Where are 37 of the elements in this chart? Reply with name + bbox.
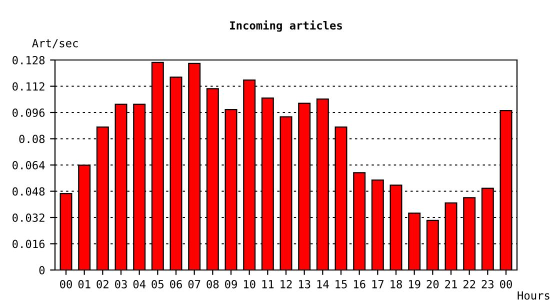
x-tick-label: 00	[500, 280, 512, 288]
x-axis-title: Hours	[518, 291, 550, 300]
y-tick-label: 0	[39, 266, 45, 274]
x-tick-label: 02	[96, 280, 108, 288]
x-tick-label: 01	[78, 280, 90, 288]
x-tick-label: 07	[188, 280, 200, 288]
x-tick-label: 08	[206, 280, 219, 288]
y-tick-label: 0.112	[12, 82, 44, 91]
x-tick-label: 04	[133, 280, 146, 288]
chart-title: Incoming articles	[230, 20, 342, 32]
x-tick-label: 06	[170, 280, 182, 288]
x-tick-label: 14	[317, 280, 329, 288]
x-tick-label: 13	[298, 280, 310, 288]
x-tick-label: 22	[463, 280, 476, 288]
x-tick-label: 15	[336, 280, 347, 288]
y-axis-title: Art/sec	[32, 39, 78, 48]
x-tick-label: 10	[244, 280, 256, 288]
y-tick-label: 0.128	[12, 56, 45, 64]
x-tick-label: 03	[115, 280, 127, 288]
y-tick-label: 0.064	[12, 161, 45, 170]
x-tick-label: 19	[408, 280, 420, 288]
y-tick-label: 0.096	[12, 108, 45, 117]
x-tick-label: 12	[280, 280, 292, 288]
x-tick-label: 23	[482, 280, 494, 288]
x-tick-label: 20	[426, 280, 439, 288]
x-tick-label: 05	[152, 280, 164, 288]
y-tick-label: 0.048	[12, 187, 45, 196]
x-tick-label: 09	[225, 280, 237, 288]
x-tick-label: 17	[372, 280, 384, 288]
x-tick-label: 18	[390, 280, 402, 288]
y-tick-label: 0.016	[12, 240, 45, 248]
y-tick-label: 0.032	[12, 214, 44, 222]
x-tick-label: 00	[60, 280, 72, 288]
y-tick-label: 0.08	[19, 134, 45, 144]
x-tick-label: 16	[354, 280, 366, 288]
x-tick-label: 21	[445, 280, 457, 288]
x-tick-label: 11	[262, 280, 274, 288]
